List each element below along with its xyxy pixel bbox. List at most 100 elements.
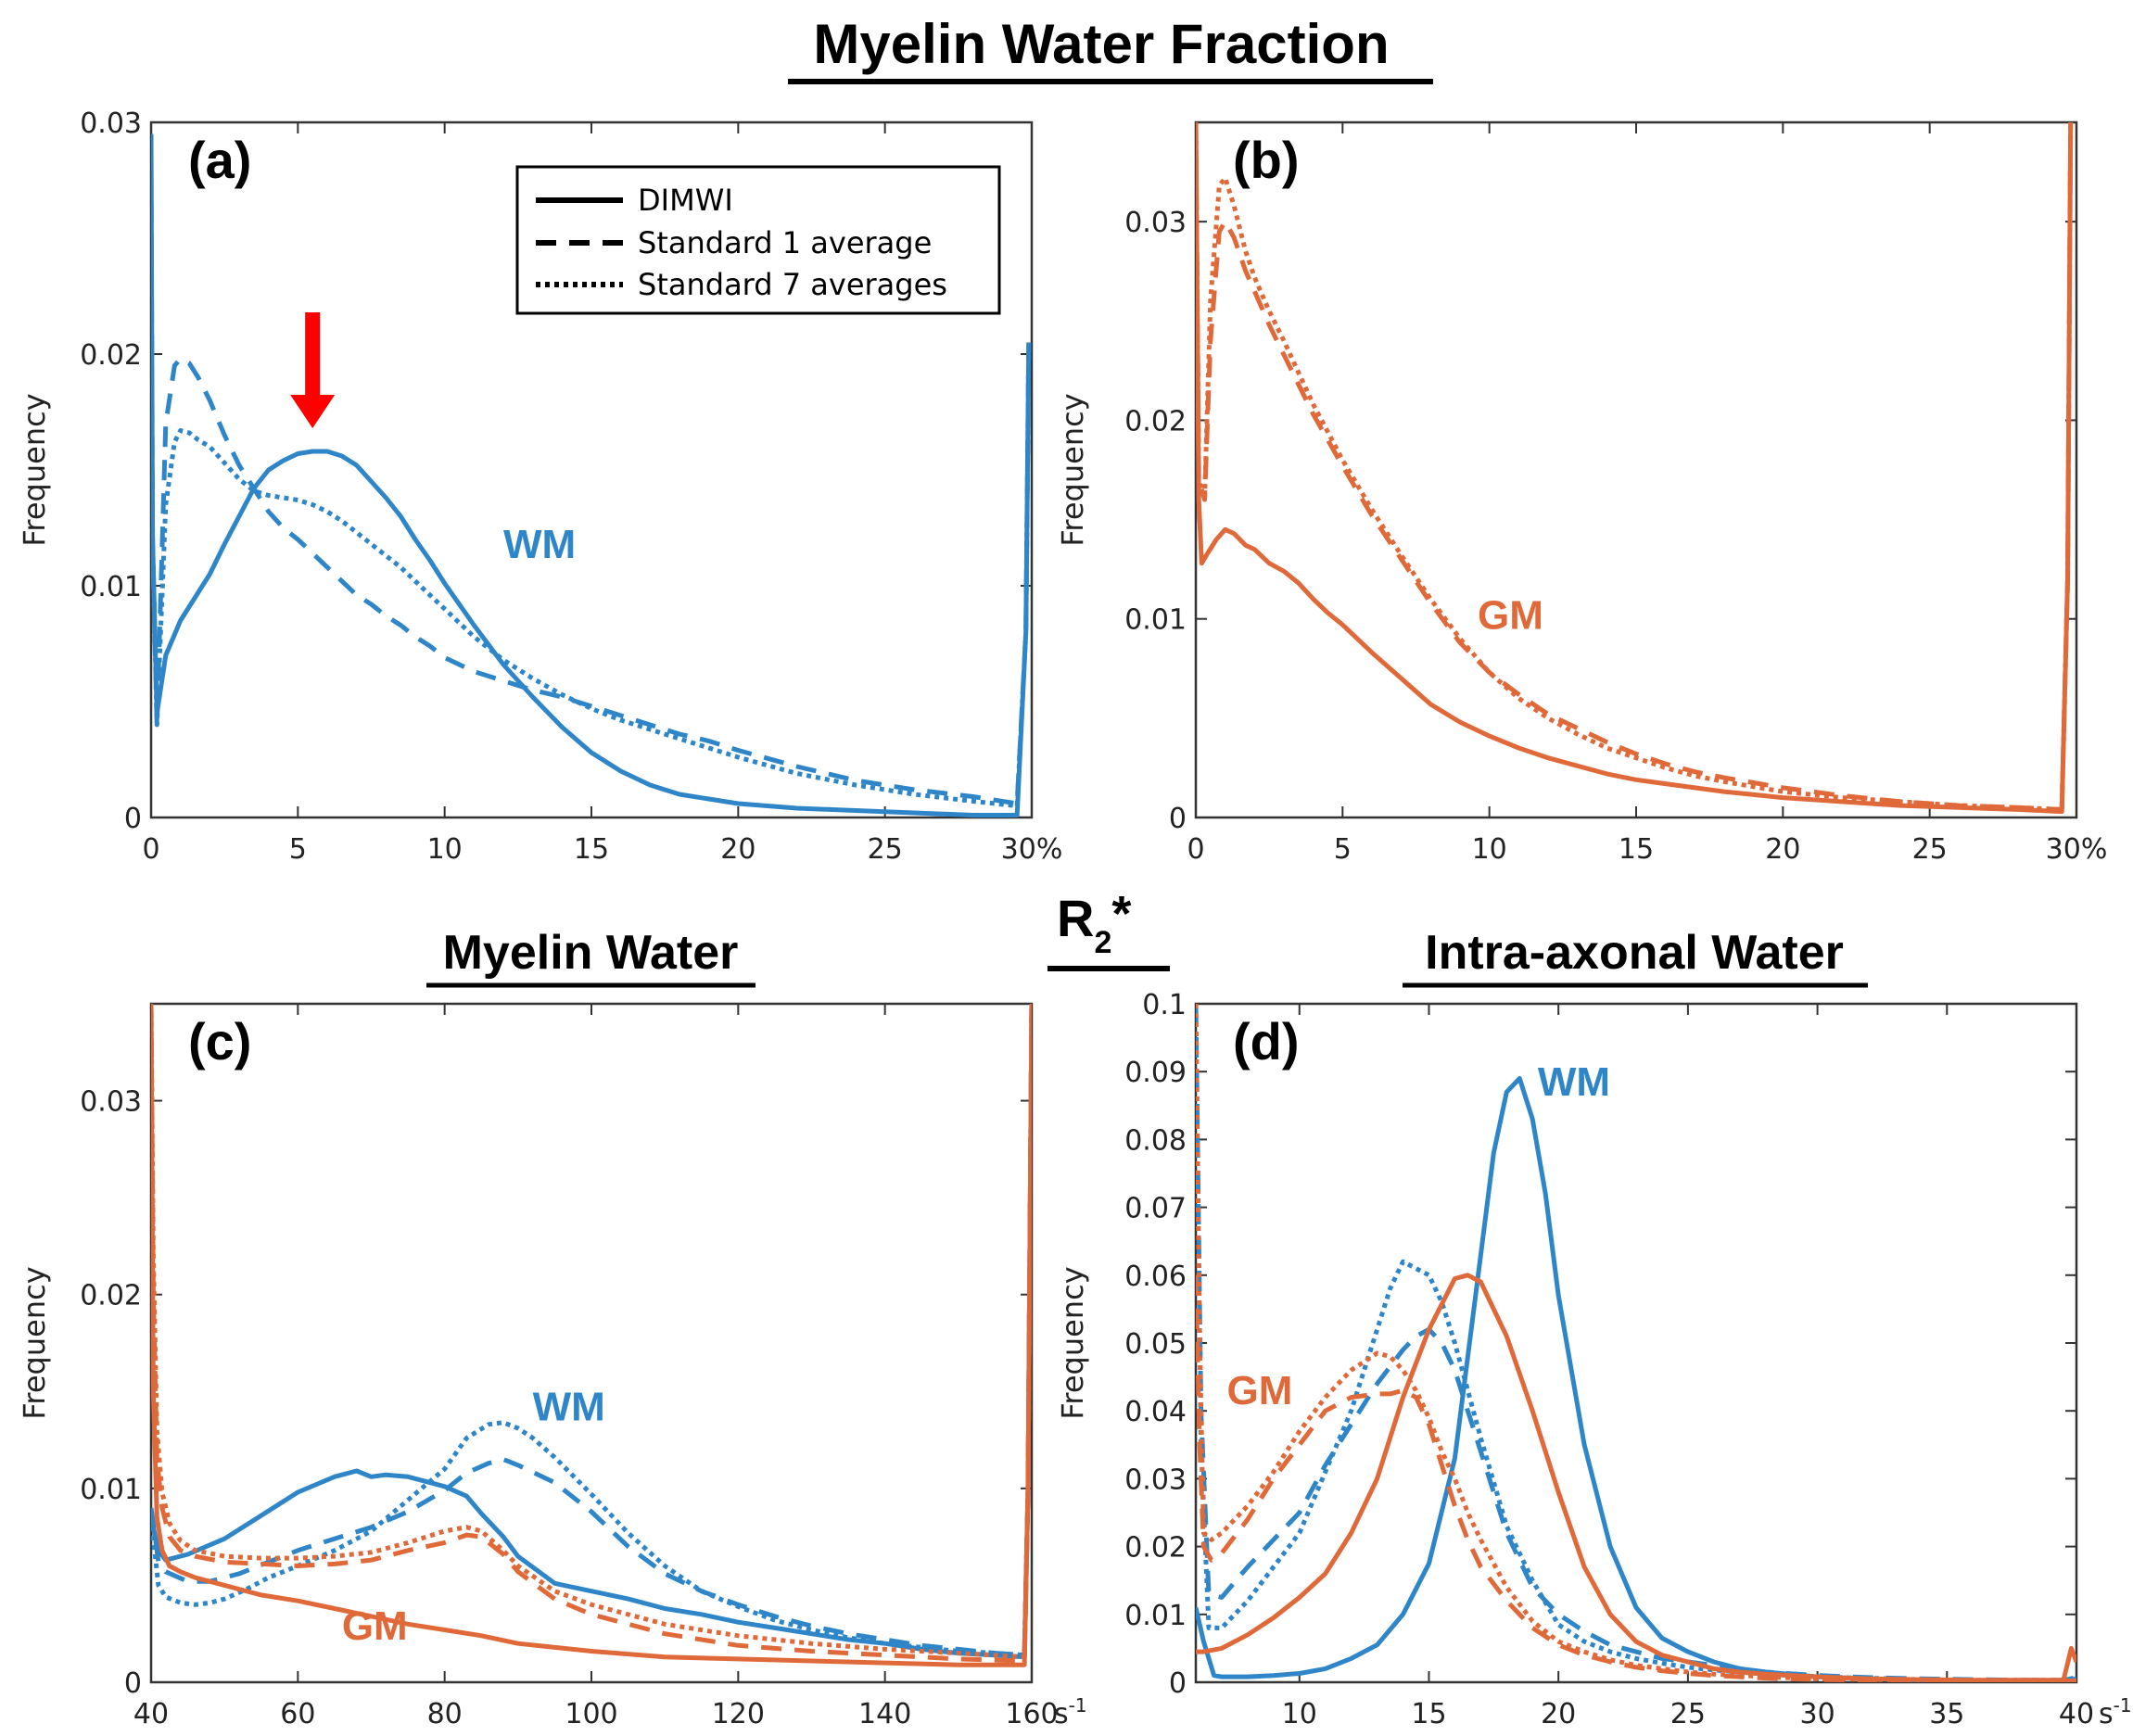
- axes-box: [149, 1002, 1034, 1684]
- panel-label: (a): [188, 131, 251, 189]
- x-tick-label: 10: [427, 833, 463, 866]
- main-title: Myelin Water Fraction: [813, 13, 1389, 75]
- x-tick-label: 25: [1670, 1698, 1706, 1730]
- y-tick-label: 0.09: [1124, 1057, 1187, 1089]
- series-gm-dotted: [151, 1004, 1032, 1660]
- panel-label: (c): [188, 1012, 251, 1071]
- x-tick-label: 20: [1765, 833, 1800, 866]
- y-tick-label: 0.05: [1124, 1328, 1187, 1361]
- x-tick-label: 60: [280, 1698, 315, 1730]
- y-tick-label: 0.01: [1124, 604, 1187, 637]
- axes-box: [1194, 120, 2078, 819]
- x-tick-label: 160: [1005, 1698, 1058, 1730]
- y-axis-label: Frequency: [1055, 1266, 1090, 1419]
- x-tick-label: 25: [868, 833, 903, 866]
- x-tick-label: 25: [1912, 833, 1948, 866]
- x-tick-label: 5: [1334, 833, 1352, 866]
- series-wm-dotted: [151, 1004, 1032, 1658]
- x-unit-label: s-1: [2099, 1694, 2132, 1730]
- series-wm-solid: [1196, 1076, 2076, 1682]
- x-tick-label: 15: [1411, 1698, 1446, 1730]
- y-tick-label: 0.07: [1124, 1193, 1187, 1225]
- panel-label: (d): [1233, 1012, 1300, 1071]
- x-tick-label: 0: [1187, 833, 1204, 866]
- x-tick-label: 30%: [1001, 833, 1063, 866]
- x-tick-label: 40: [2059, 1698, 2094, 1730]
- arrow-shaft: [305, 312, 321, 395]
- intra-axonal-title: Intra-axonal Water: [1425, 926, 1844, 980]
- y-tick-label: 0: [1169, 1667, 1187, 1700]
- x-tick-label: 35: [1929, 1698, 1964, 1730]
- y-tick-label: 0.03: [80, 1086, 142, 1119]
- panel-b: 0 5 10 15 20 25 30% 0 0.01 0.02 0.03 Frequency (b) GM: [1055, 120, 2108, 866]
- y-tick-label: 0: [1169, 803, 1187, 835]
- myelin-water-title: Myelin Water: [443, 926, 739, 980]
- x-tick-label: 120: [712, 1698, 765, 1730]
- y-tick-label: 0.1: [1142, 989, 1187, 1021]
- x-tick-label: 15: [1619, 833, 1654, 866]
- y-tick-label: 0.02: [80, 339, 142, 372]
- series-gm-solid: [1196, 122, 2074, 815]
- y-tick-label: 0.02: [1124, 1532, 1187, 1565]
- panel-a: 0 5 10 15 20 25 30% 0 0.01 0.02 0.03 Frequency (a) WM: [17, 108, 1062, 866]
- x-tick-label: 80: [427, 1698, 463, 1730]
- y-tick-label: 0.01: [80, 1474, 142, 1506]
- y-tick-label: 0.08: [1124, 1124, 1187, 1157]
- legend-label-standard-1: Standard 1 average: [638, 225, 932, 260]
- x-tick-label: 15: [574, 833, 609, 866]
- legend-label-dimwi: DIMWI: [638, 183, 733, 218]
- legend-label-standard-7: Standard 7 averages: [638, 267, 947, 302]
- x-tick-label: 140: [858, 1698, 911, 1730]
- annotation-wm: WM: [533, 1385, 605, 1430]
- x-tick-label: 20: [1541, 1698, 1576, 1730]
- x-tick-label: 5: [289, 833, 307, 866]
- x-tick-label: 0: [142, 833, 159, 866]
- legend-box: [515, 165, 1001, 315]
- y-tick-label: 0: [124, 803, 142, 835]
- axes-box: [1194, 1002, 2078, 1684]
- y-tick-label: 0.04: [1124, 1396, 1187, 1428]
- series-wm-solid: [151, 1004, 1032, 1660]
- annotation-wm: WM: [1538, 1059, 1610, 1105]
- y-tick-label: 0.02: [80, 1280, 142, 1312]
- series-gm-dashed: [151, 1004, 1032, 1664]
- x-tick-label: 100: [565, 1698, 617, 1730]
- y-tick-label: 0: [124, 1667, 142, 1700]
- y-tick-label: 0.01: [80, 571, 142, 603]
- y-tick-label: 0.03: [80, 108, 142, 140]
- series-gm-solid: [1196, 1273, 2076, 1682]
- series-wm-solid: [151, 133, 1032, 817]
- series-wm-dashed: [151, 168, 1032, 806]
- x-tick-label: 30%: [2046, 833, 2108, 866]
- annotation-wm: WM: [503, 522, 576, 567]
- series-gm-dashed: [1196, 1274, 2076, 1682]
- x-tick-label: 10: [1472, 833, 1507, 866]
- annotation-gm: GM: [1227, 1368, 1293, 1413]
- series-wm-dashed: [151, 1004, 1032, 1658]
- y-tick-label: 0.06: [1124, 1261, 1187, 1293]
- panel-label: (b): [1233, 131, 1300, 189]
- x-tick-label: 20: [720, 833, 755, 866]
- series-wm-dashed: [1196, 1004, 2076, 1682]
- r2star-title: R2*: [1057, 886, 1131, 960]
- arrow-head: [290, 395, 336, 428]
- x-unit-label: s-1: [1054, 1694, 1087, 1730]
- y-tick-label: 0.03: [1124, 1464, 1187, 1496]
- series-gm-solid: [151, 1004, 1032, 1667]
- y-tick-label: 0.02: [1124, 405, 1187, 437]
- x-tick-label: 30: [1799, 1698, 1835, 1730]
- y-tick-label: 0.03: [1124, 207, 1187, 239]
- annotation-gm: GM: [342, 1603, 408, 1649]
- y-axis-label: Frequency: [17, 393, 52, 546]
- y-axis-label: Frequency: [17, 1266, 52, 1419]
- series-gm-dotted: [1196, 122, 2074, 812]
- series-wm-dotted: [1196, 1004, 2076, 1682]
- annotation-gm: GM: [1478, 592, 1543, 638]
- y-axis-label: Frequency: [1055, 393, 1090, 546]
- x-tick-label: 10: [1282, 1698, 1317, 1730]
- y-tick-label: 0.01: [1124, 1600, 1187, 1632]
- legend: DIMWI Standard 1 average Standard 7 aver…: [515, 165, 1001, 315]
- series-wm-dotted: [151, 296, 1032, 808]
